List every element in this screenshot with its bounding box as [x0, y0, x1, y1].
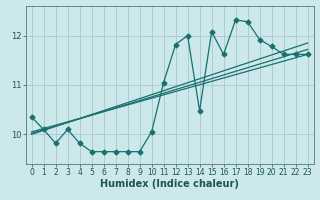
X-axis label: Humidex (Indice chaleur): Humidex (Indice chaleur): [100, 179, 239, 189]
